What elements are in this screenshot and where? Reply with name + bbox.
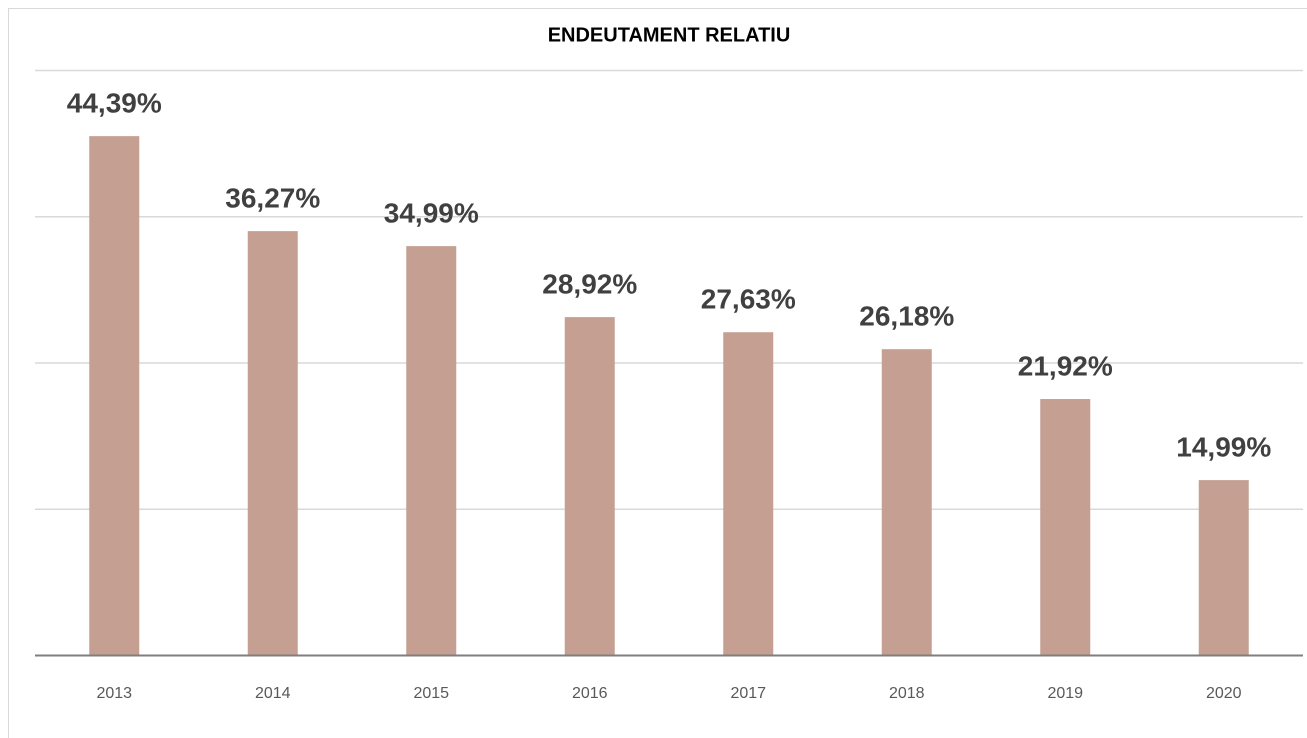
bar bbox=[1040, 399, 1091, 656]
data-label: 36,27% bbox=[225, 183, 320, 214]
chart-frame bbox=[8, 8, 1307, 738]
x-tick-label: 2019 bbox=[1047, 685, 1083, 702]
bar bbox=[89, 136, 140, 656]
bar bbox=[406, 246, 457, 656]
data-label: 28,92% bbox=[542, 269, 637, 300]
data-label: 27,63% bbox=[701, 284, 796, 315]
data-label: 21,92% bbox=[1018, 350, 1113, 381]
chart-title: ENDEUTAMENT RELATIU bbox=[548, 24, 791, 46]
x-tick-label: 2013 bbox=[96, 685, 132, 702]
data-label: 34,99% bbox=[384, 198, 479, 229]
data-label: 14,99% bbox=[1176, 432, 1271, 463]
bar bbox=[247, 231, 298, 656]
bar bbox=[881, 349, 932, 656]
data-label: 44,39% bbox=[67, 88, 162, 119]
bar bbox=[723, 332, 774, 656]
x-tick-label: 2014 bbox=[255, 685, 291, 702]
x-tick-label: 2016 bbox=[572, 685, 608, 702]
x-tick-label: 2015 bbox=[413, 685, 449, 702]
data-label: 26,18% bbox=[859, 301, 954, 332]
x-tick-label: 2018 bbox=[889, 685, 925, 702]
bar bbox=[1198, 480, 1249, 656]
x-tick-label: 2020 bbox=[1206, 685, 1242, 702]
x-tick-label: 2017 bbox=[730, 685, 766, 702]
bar bbox=[564, 317, 615, 656]
